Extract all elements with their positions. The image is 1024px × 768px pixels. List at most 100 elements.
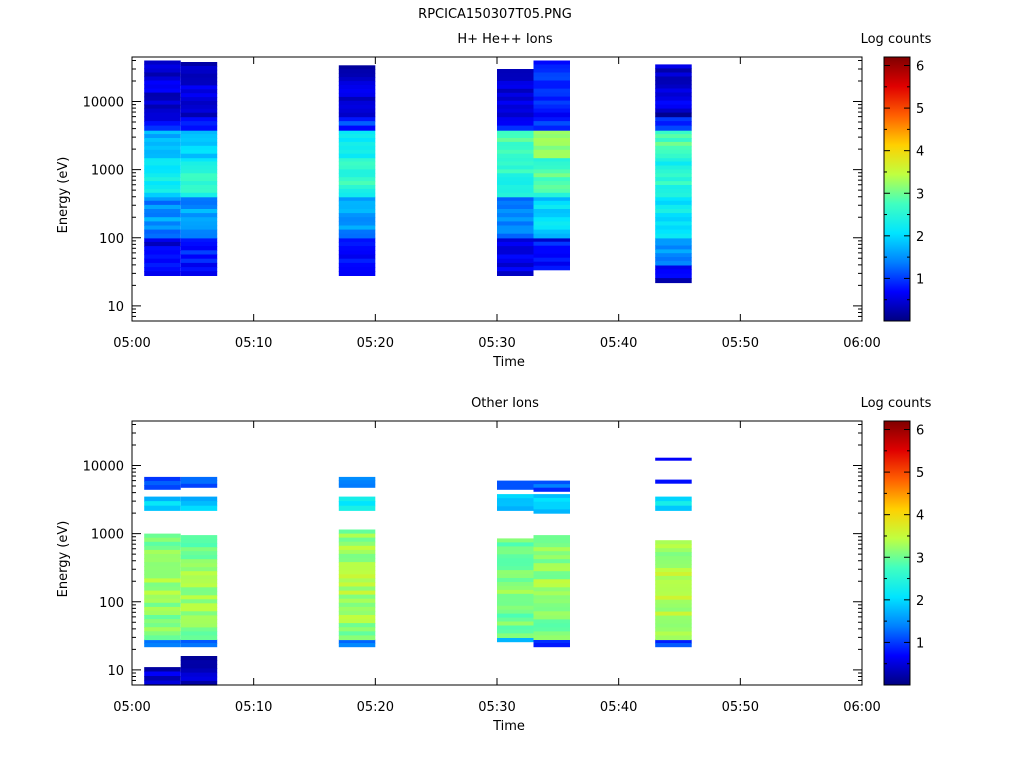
heatmap-cell: [655, 196, 692, 202]
heatmap-cell: [533, 134, 570, 139]
heatmap-cell: [180, 161, 218, 166]
heatmap-cell: [338, 130, 376, 135]
heatmap-cell: [655, 157, 692, 163]
heatmap-cell: [144, 562, 181, 567]
heatmap-cell: [533, 494, 570, 499]
heatmap-cell: [144, 116, 181, 122]
heatmap-cell: [655, 68, 692, 73]
heatmap-cell: [533, 627, 570, 632]
heatmap-cell: [533, 188, 570, 194]
heatmap-cell: [180, 535, 218, 540]
heatmap-cell: [655, 108, 692, 114]
heatmap-cell: [533, 619, 570, 624]
heatmap-cell: [497, 637, 534, 643]
heatmap-cell: [144, 112, 181, 118]
heatmap-cell: [533, 116, 570, 122]
heatmap-cell: [338, 157, 376, 163]
heatmap-cell: [533, 249, 570, 255]
heatmap-cell: [655, 245, 692, 250]
heatmap-cell: [655, 64, 692, 69]
heatmap-cell: [144, 229, 181, 235]
heatmap-cell: [180, 547, 218, 552]
heatmap-cell: [180, 62, 218, 67]
x-tick-label: 05:40: [600, 700, 637, 715]
heatmap-cell: [180, 225, 218, 231]
heatmap-cell: [655, 457, 692, 461]
heatmap-cell: [144, 602, 181, 608]
heatmap-cell: [533, 92, 570, 98]
heatmap-cell: [180, 555, 218, 560]
heatmap-cell: [180, 145, 218, 151]
heatmap-cell: [338, 196, 376, 202]
heatmap-cell: [497, 204, 534, 210]
heatmap-cell: [180, 639, 218, 644]
heatmap-cell: [497, 100, 534, 106]
heatmap-cell: [497, 134, 534, 139]
heatmap-cell: [655, 185, 692, 190]
heatmap-cell: [144, 680, 181, 686]
heatmap-cell: [180, 623, 218, 628]
heatmap-cell: [533, 217, 570, 222]
heatmap-cell: [338, 271, 376, 276]
heatmap-cell: [338, 233, 376, 239]
heatmap-cell: [533, 607, 570, 612]
heatmap-cell: [180, 241, 218, 247]
heatmap-cell: [180, 121, 218, 127]
colorbar-label: Log counts: [861, 32, 932, 47]
heatmap-cell: [144, 188, 181, 194]
heatmap-cell: [338, 537, 376, 543]
heatmap-cell: [655, 169, 692, 174]
y-tick-label: 10000: [83, 96, 124, 111]
heatmap-cell: [338, 104, 376, 110]
x-tick-label: 05:10: [235, 700, 272, 715]
heatmap-cell: [655, 217, 692, 222]
heatmap-cell: [655, 603, 692, 609]
x-tick-label: 05:00: [113, 700, 150, 715]
heatmap-cell: [144, 185, 181, 190]
heatmap-cell: [497, 108, 534, 114]
heatmap-cell: [180, 149, 218, 155]
heatmap-cell: [144, 615, 181, 620]
heatmap-cell: [144, 271, 181, 276]
heatmap-cell: [533, 265, 570, 271]
heatmap-cell: [180, 192, 218, 198]
heatmap-cell: [338, 141, 376, 147]
heatmap-cell: [655, 639, 692, 644]
heatmap-cell: [144, 221, 181, 227]
heatmap-cell: [180, 676, 218, 682]
heatmap-cell: [144, 165, 181, 170]
heatmap-cell: [497, 625, 534, 631]
heatmap-cell: [533, 204, 570, 210]
heatmap-cell: [497, 200, 534, 206]
heatmap-cell: [497, 73, 534, 78]
heatmap-cell: [338, 639, 376, 644]
heatmap-cell: [533, 80, 570, 86]
heatmap-cell: [655, 181, 692, 186]
heatmap-cell: [655, 72, 692, 78]
heatmap-cell: [655, 278, 692, 284]
x-tick-label: 05:20: [357, 700, 394, 715]
heatmap-cell: [180, 130, 218, 135]
heatmap-cell: [144, 606, 181, 612]
heatmap-cell: [655, 249, 692, 254]
heatmap-cell: [144, 545, 181, 551]
heatmap-cell: [338, 134, 376, 139]
heatmap-cell: [144, 627, 181, 632]
heatmap-cell: [533, 225, 570, 231]
heatmap-cell: [533, 229, 570, 235]
heatmap-cell: [655, 138, 692, 143]
heatmap-cell: [655, 173, 692, 178]
heatmap-cell: [497, 574, 534, 579]
heatmap-cell: [497, 84, 534, 90]
heatmap-cell: [338, 541, 376, 547]
heatmap-cell: [180, 551, 218, 556]
heatmap-cell: [144, 72, 181, 78]
heatmap-cell: [338, 566, 376, 571]
heatmap-cell: [144, 476, 181, 482]
heatmap-cell: [533, 484, 570, 489]
heatmap-cell: [533, 587, 570, 592]
colorbar-tick-label: 3: [916, 187, 924, 202]
heatmap-cell: [338, 615, 376, 620]
heatmap-cell: [655, 233, 692, 239]
heatmap-cell: [144, 149, 181, 155]
